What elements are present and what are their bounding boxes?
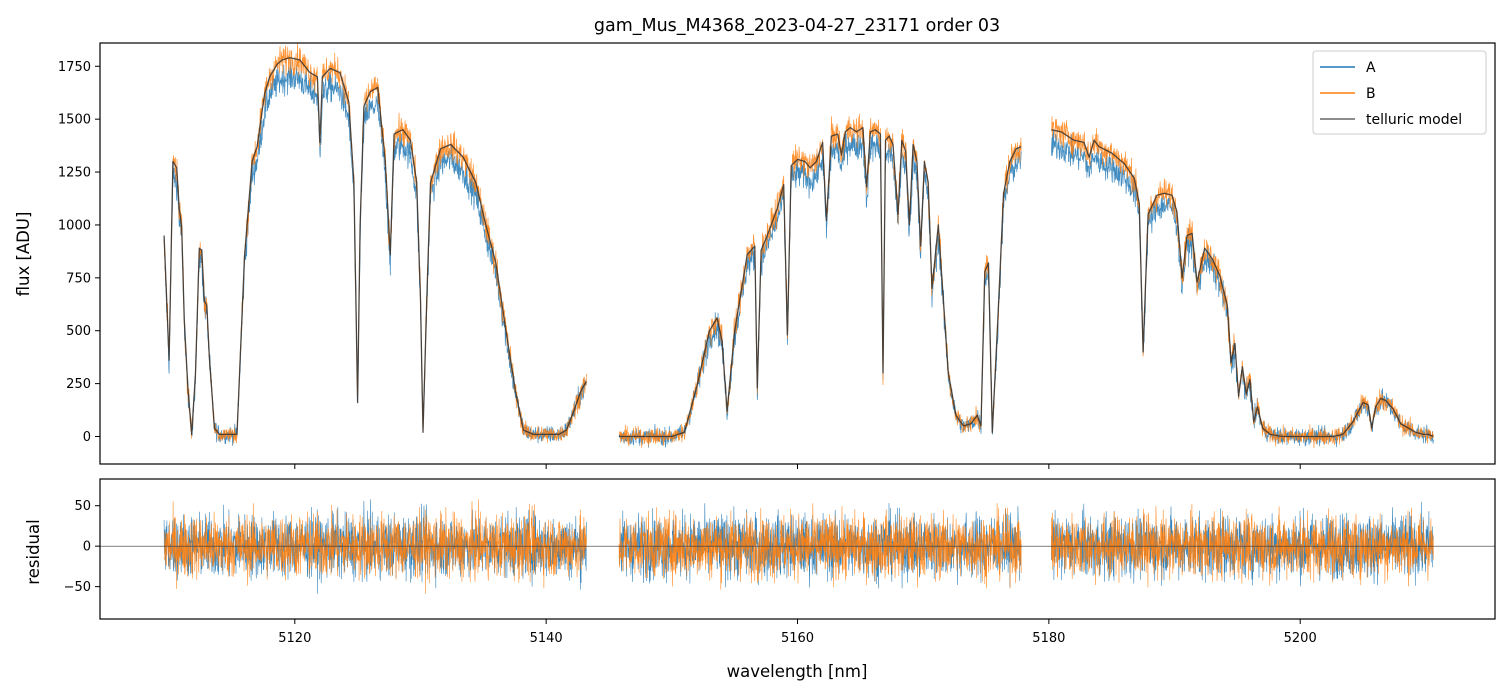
- residual-y-axis-label: residual: [24, 519, 43, 584]
- legend-label-model: telluric model: [1366, 112, 1462, 128]
- series-telluric-model-segment-2: [619, 126, 1022, 438]
- residual-B-segment-3: [1051, 503, 1434, 588]
- residual-y-axis-ticks: −50 0 50: [64, 499, 100, 595]
- residual-plot-frame: [99, 478, 1496, 620]
- residual-y-tick-label: −50: [64, 580, 91, 595]
- flux-y-tick-label: 1500: [58, 113, 91, 128]
- x-tick-label: 5140: [530, 631, 563, 646]
- x-tick-label: 5200: [1284, 631, 1317, 646]
- series-telluric-model-segment-3: [1051, 129, 1434, 438]
- x-tick-label: 5180: [1032, 631, 1065, 646]
- flux-y-tick-label: 1250: [58, 166, 91, 181]
- residual-y-tick-label: 50: [74, 499, 91, 514]
- residual-x-axis-ticks: 5120 5140 5160 5180 5200: [278, 619, 1317, 646]
- series-A-segment-2: [618, 131, 1022, 448]
- flux-y-tick-label: 1000: [58, 218, 91, 233]
- flux-y-tick-label: 0: [83, 430, 91, 445]
- flux-plot: 0 250 500 750 1000 1250 1500 1750: [58, 42, 1496, 469]
- residual-B-segment-1: [163, 499, 587, 594]
- flux-data: [163, 43, 1434, 449]
- residual-data: [100, 499, 1495, 594]
- flux-y-axis-label: flux [ADU]: [14, 212, 33, 297]
- flux-y-tick-label: 500: [66, 324, 91, 339]
- flux-y-axis-ticks: 0 250 500 750 1000 1250 1500 1750: [58, 60, 100, 445]
- residual-y-tick-label: 0: [83, 540, 91, 555]
- legend-box: [1312, 50, 1487, 135]
- chart-title: gam_Mus_M4368_2023-04-27_23171 order 03: [594, 16, 1000, 36]
- residual-plot: −50 0 50 5120 5140 5160 5180 5200: [64, 478, 1496, 646]
- legend: A B telluric model: [1312, 50, 1487, 135]
- flux-plot-frame: [99, 42, 1496, 465]
- flux-y-tick-label: 1750: [58, 60, 91, 75]
- residual-B-segment-2: [618, 503, 1022, 590]
- series-B-segment-1: [163, 43, 587, 444]
- legend-label-B: B: [1366, 86, 1376, 102]
- legend-label-A: A: [1366, 60, 1376, 76]
- x-axis-label: wavelength [nm]: [727, 662, 868, 681]
- series-telluric-model-segment-1: [163, 57, 587, 436]
- flux-y-tick-label: 750: [66, 271, 91, 286]
- x-tick-label: 5120: [278, 631, 311, 646]
- x-tick-label: 5160: [781, 631, 814, 646]
- flux-y-tick-label: 250: [66, 377, 91, 392]
- flux-x-axis-ticks: [294, 464, 1301, 469]
